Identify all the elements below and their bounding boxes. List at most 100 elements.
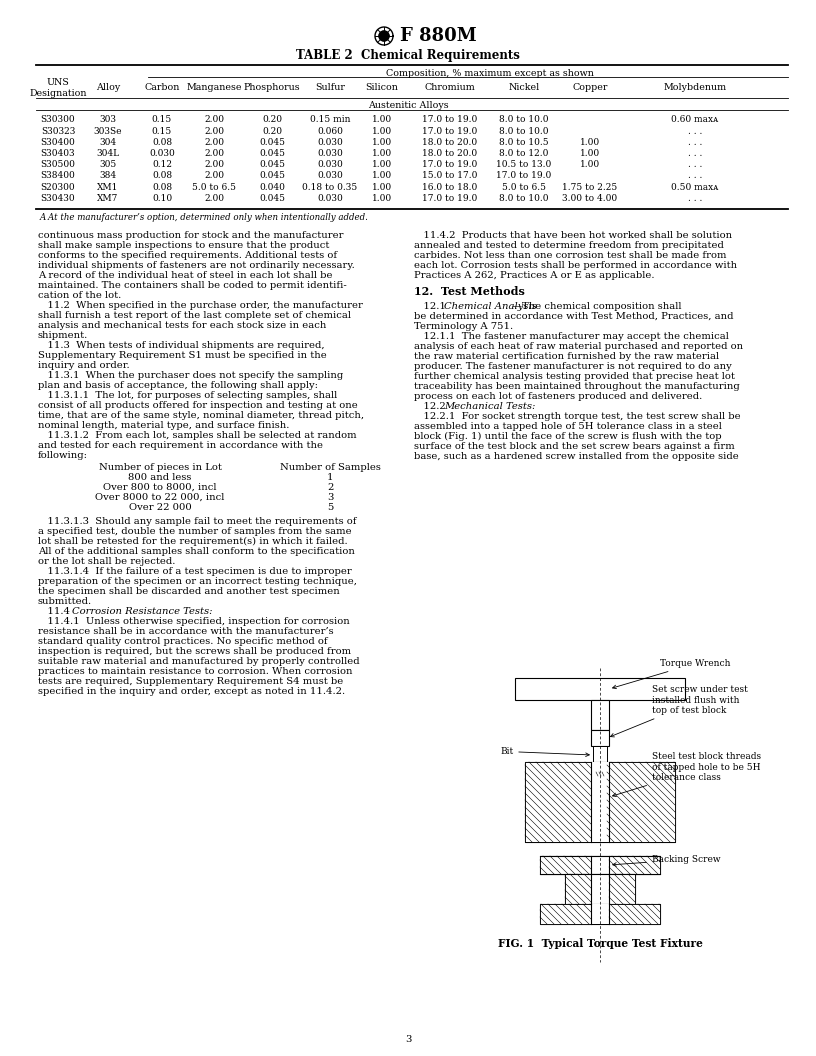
Text: Composition, % maximum except as shown: Composition, % maximum except as shown [386, 69, 594, 77]
Text: 8.0 to 10.5: 8.0 to 10.5 [499, 138, 549, 147]
Bar [591, 874, 609, 904]
Text: 18.0 to 20.0: 18.0 to 20.0 [423, 138, 477, 147]
Text: shall make sample inspections to ensure that the product: shall make sample inspections to ensure … [38, 241, 330, 249]
Text: 0.045: 0.045 [259, 149, 285, 158]
Text: consist of all products offered for inspection and testing at one: consist of all products offered for insp… [38, 400, 357, 410]
Text: shipment.: shipment. [38, 331, 88, 340]
Text: 0.08: 0.08 [152, 171, 172, 181]
Text: 12.2.1  For socket strength torque test, the test screw shall be: 12.2.1 For socket strength torque test, … [414, 412, 741, 420]
Text: . . .: . . . [688, 161, 703, 169]
Text: 1.75 to 2.25: 1.75 to 2.25 [562, 183, 618, 192]
Text: analysis of each heat of raw material purchased and reported on: analysis of each heat of raw material pu… [414, 341, 743, 351]
Text: 0.10: 0.10 [152, 194, 172, 203]
Text: 11.4.1  Unless otherwise specified, inspection for corrosion: 11.4.1 Unless otherwise specified, inspe… [38, 617, 350, 625]
Text: 1.00: 1.00 [372, 194, 392, 203]
Bar [609, 904, 660, 924]
Text: 17.0 to 19.0: 17.0 to 19.0 [423, 115, 477, 125]
Text: 1.00: 1.00 [580, 149, 600, 158]
Text: Sulfur: Sulfur [315, 83, 345, 93]
Text: 305: 305 [100, 161, 117, 169]
Text: Manganese: Manganese [186, 83, 242, 93]
Text: Molybdenum: Molybdenum [663, 83, 726, 93]
Text: or the lot shall be rejected.: or the lot shall be rejected. [38, 557, 175, 566]
Text: 11.3.1.2  From each lot, samples shall be selected at random: 11.3.1.2 From each lot, samples shall be… [38, 431, 357, 439]
Text: 0.045: 0.045 [259, 161, 285, 169]
Text: 1.00: 1.00 [372, 115, 392, 125]
Text: TABLE 2  Chemical Requirements: TABLE 2 Chemical Requirements [296, 50, 520, 62]
Text: A At the manufacturer’s option, determined only when intentionally added.: A At the manufacturer’s option, determin… [40, 213, 369, 222]
Text: S30430: S30430 [41, 194, 75, 203]
Text: 0.045: 0.045 [259, 194, 285, 203]
Text: 0.50 maxᴀ: 0.50 maxᴀ [672, 183, 719, 192]
Text: UNS
Designation: UNS Designation [29, 77, 86, 98]
Text: assembled into a tapped hole of 5H tolerance class in a steel: assembled into a tapped hole of 5H toler… [414, 421, 722, 431]
Text: 1.00: 1.00 [372, 138, 392, 147]
Text: 0.030: 0.030 [149, 149, 175, 158]
Text: S38400: S38400 [41, 171, 75, 181]
Text: 304: 304 [100, 138, 117, 147]
Text: lot shall be retested for the requirement(s) in which it failed.: lot shall be retested for the requiremen… [38, 536, 348, 546]
Text: 0.030: 0.030 [317, 161, 343, 169]
Text: 11.4.2  Products that have been hot worked shall be solution: 11.4.2 Products that have been hot worke… [414, 230, 732, 240]
Text: 304L: 304L [96, 149, 120, 158]
Text: 5.0 to 6.5: 5.0 to 6.5 [192, 183, 236, 192]
Bar [540, 856, 660, 874]
Bar [525, 762, 591, 842]
Text: 11.3.1.1  The lot, for purposes of selecting samples, shall: 11.3.1.1 The lot, for purposes of select… [38, 391, 337, 399]
Bar [540, 904, 660, 924]
Text: Carbon: Carbon [144, 83, 180, 93]
Text: inquiry and order.: inquiry and order. [38, 360, 130, 370]
Text: 12.2: 12.2 [414, 401, 452, 411]
Text: 11.3.1  When the purchaser does not specify the sampling: 11.3.1 When the purchaser does not speci… [38, 371, 344, 379]
Text: 8.0 to 10.0: 8.0 to 10.0 [499, 194, 548, 203]
Bar [591, 856, 609, 874]
Text: 0.20: 0.20 [262, 127, 282, 136]
Text: 2.00: 2.00 [204, 149, 224, 158]
Text: All of the additional samples shall conform to the specification: All of the additional samples shall conf… [38, 547, 355, 555]
Text: 12.  Test Methods: 12. Test Methods [414, 285, 525, 297]
Text: S30323: S30323 [41, 127, 75, 136]
Text: 17.0 to 19.0: 17.0 to 19.0 [423, 194, 477, 203]
Text: Silicon: Silicon [366, 83, 398, 93]
Text: Number of pieces in Lot: Number of pieces in Lot [99, 463, 221, 472]
Text: 0.045: 0.045 [259, 171, 285, 181]
Text: 8.0 to 10.0: 8.0 to 10.0 [499, 115, 548, 125]
Bar [591, 730, 609, 746]
Text: tests are required, Supplementary Requirement S4 must be: tests are required, Supplementary Requir… [38, 677, 344, 685]
Text: 12.1.1  The fastener manufacturer may accept the chemical: 12.1.1 The fastener manufacturer may acc… [414, 332, 729, 341]
Text: 5: 5 [327, 503, 333, 511]
Bar [594, 763, 606, 778]
Text: Number of Samples: Number of Samples [280, 463, 380, 472]
Text: the raw material certification furnished by the raw material: the raw material certification furnished… [414, 352, 719, 360]
Text: 2.00: 2.00 [204, 127, 224, 136]
Text: 1.00: 1.00 [372, 183, 392, 192]
Text: Nickel: Nickel [508, 83, 539, 93]
Text: —The chemical composition shall: —The chemical composition shall [512, 302, 681, 310]
Text: 8.0 to 12.0: 8.0 to 12.0 [499, 149, 548, 158]
Text: surface of the test block and the set screw bears against a firm: surface of the test block and the set sc… [414, 441, 734, 451]
Text: Terminology A 751.: Terminology A 751. [414, 322, 513, 331]
Bar [591, 762, 609, 842]
Text: . . .: . . . [688, 149, 703, 158]
Text: annealed and tested to determine freedom from precipitated: annealed and tested to determine freedom… [414, 241, 724, 249]
Text: 0.030: 0.030 [317, 171, 343, 181]
Text: block (Fig. 1) until the face of the screw is flush with the top: block (Fig. 1) until the face of the scr… [414, 432, 721, 440]
Text: 0.15: 0.15 [152, 115, 172, 125]
Text: 16.0 to 18.0: 16.0 to 18.0 [423, 183, 477, 192]
Text: Over 22 000: Over 22 000 [129, 503, 192, 511]
Text: Bit: Bit [500, 747, 589, 756]
Text: Supplementary Requirement S1 must be specified in the: Supplementary Requirement S1 must be spe… [38, 351, 326, 360]
Text: be determined in accordance with Test Method, Practices, and: be determined in accordance with Test Me… [414, 312, 734, 321]
Text: Copper: Copper [572, 83, 608, 93]
Text: specified in the inquiry and order, except as noted in 11.4.2.: specified in the inquiry and order, exce… [38, 686, 345, 696]
Text: S30403: S30403 [41, 149, 75, 158]
Text: S30300: S30300 [41, 115, 75, 125]
Text: Over 800 to 8000, incl: Over 800 to 8000, incl [104, 483, 217, 492]
Text: 800 and less: 800 and less [128, 473, 192, 482]
Text: . . .: . . . [688, 171, 703, 181]
Bar [525, 762, 675, 842]
Text: 1.00: 1.00 [372, 127, 392, 136]
Text: 2.00: 2.00 [204, 194, 224, 203]
Text: 11.3.1.3  Should any sample fail to meet the requirements of: 11.3.1.3 Should any sample fail to meet … [38, 516, 357, 526]
Text: 2: 2 [327, 483, 333, 492]
